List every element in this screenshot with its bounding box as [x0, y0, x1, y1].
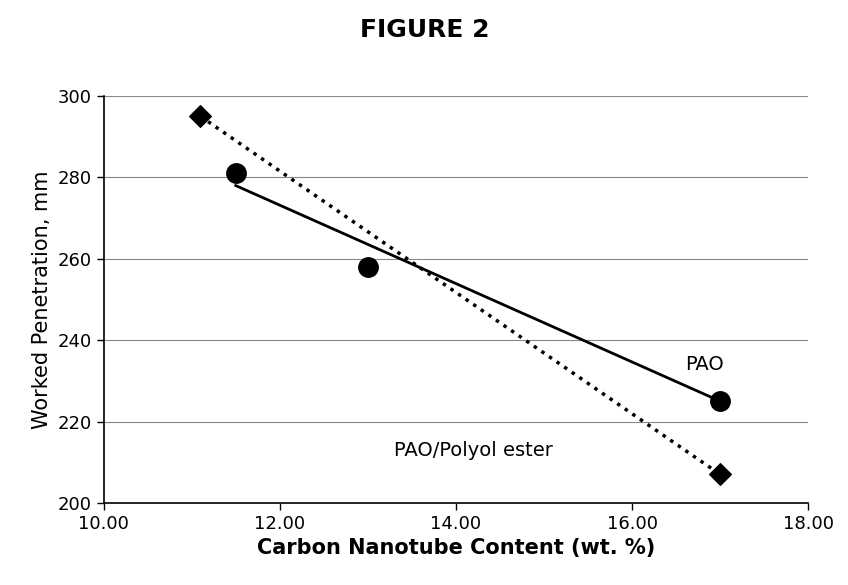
X-axis label: Carbon Nanotube Content (wt. %): Carbon Nanotube Content (wt. %): [257, 538, 655, 558]
Text: FIGURE 2: FIGURE 2: [360, 18, 488, 42]
Point: [713, 470, 727, 479]
Point: [229, 168, 243, 178]
Text: PAO: PAO: [684, 355, 723, 374]
Point: [360, 262, 374, 271]
Y-axis label: Worked Penetration, mm: Worked Penetration, mm: [32, 170, 52, 429]
Text: PAO/Polyol ester: PAO/Polyol ester: [394, 441, 553, 460]
Point: [193, 112, 207, 121]
Point: [713, 397, 727, 406]
